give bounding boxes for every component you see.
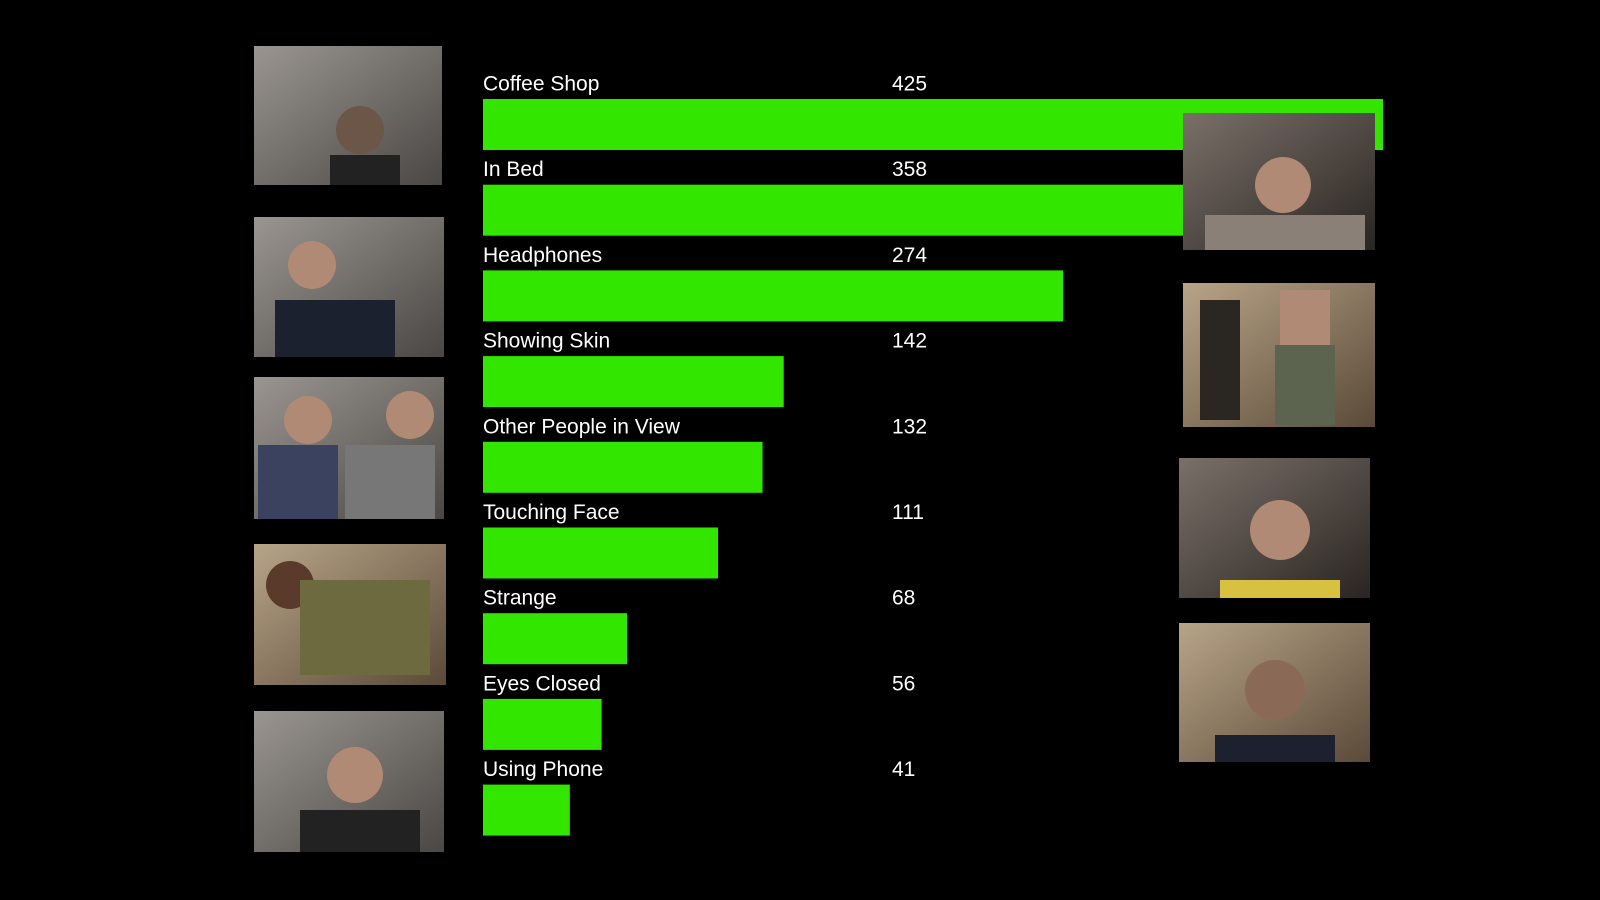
photo (254, 217, 444, 357)
photo (254, 544, 446, 685)
category-label: Coffee Shop (483, 73, 599, 96)
photo (1179, 458, 1370, 598)
bar (483, 613, 627, 665)
bar (483, 441, 763, 493)
bar (483, 698, 602, 750)
category-label: Showing Skin (483, 330, 610, 353)
photo (254, 46, 442, 185)
value-label: 56 (892, 672, 915, 695)
value-label: 142 (892, 330, 927, 353)
bar (483, 184, 1242, 236)
category-label: In Bed (483, 158, 544, 181)
category-label: Other People in View (483, 415, 681, 438)
bar-area: Coffee Shop 425 In Bed 358 Headphones 274 Show… (483, 73, 1383, 836)
photo (1183, 113, 1375, 250)
bar (483, 356, 784, 408)
value-label: 274 (892, 244, 927, 267)
value-label: 358 (892, 158, 927, 181)
bar (483, 784, 570, 836)
photos (254, 46, 1375, 852)
value-label: 111 (892, 501, 924, 524)
category-label: Using Phone (483, 758, 603, 781)
category-label: Headphones (483, 244, 602, 267)
value-label: 41 (892, 758, 915, 781)
value-label: 425 (892, 73, 927, 96)
photo (1183, 283, 1375, 427)
category-label: Eyes Closed (483, 672, 601, 695)
value-label: 68 (892, 587, 915, 610)
photo (1179, 623, 1370, 762)
photo (254, 711, 444, 852)
photo (254, 377, 444, 519)
category-label: Touching Face (483, 501, 620, 524)
value-label: 132 (892, 415, 927, 438)
bar (483, 270, 1064, 322)
category-label: Strange (483, 587, 557, 610)
bar (483, 527, 719, 579)
